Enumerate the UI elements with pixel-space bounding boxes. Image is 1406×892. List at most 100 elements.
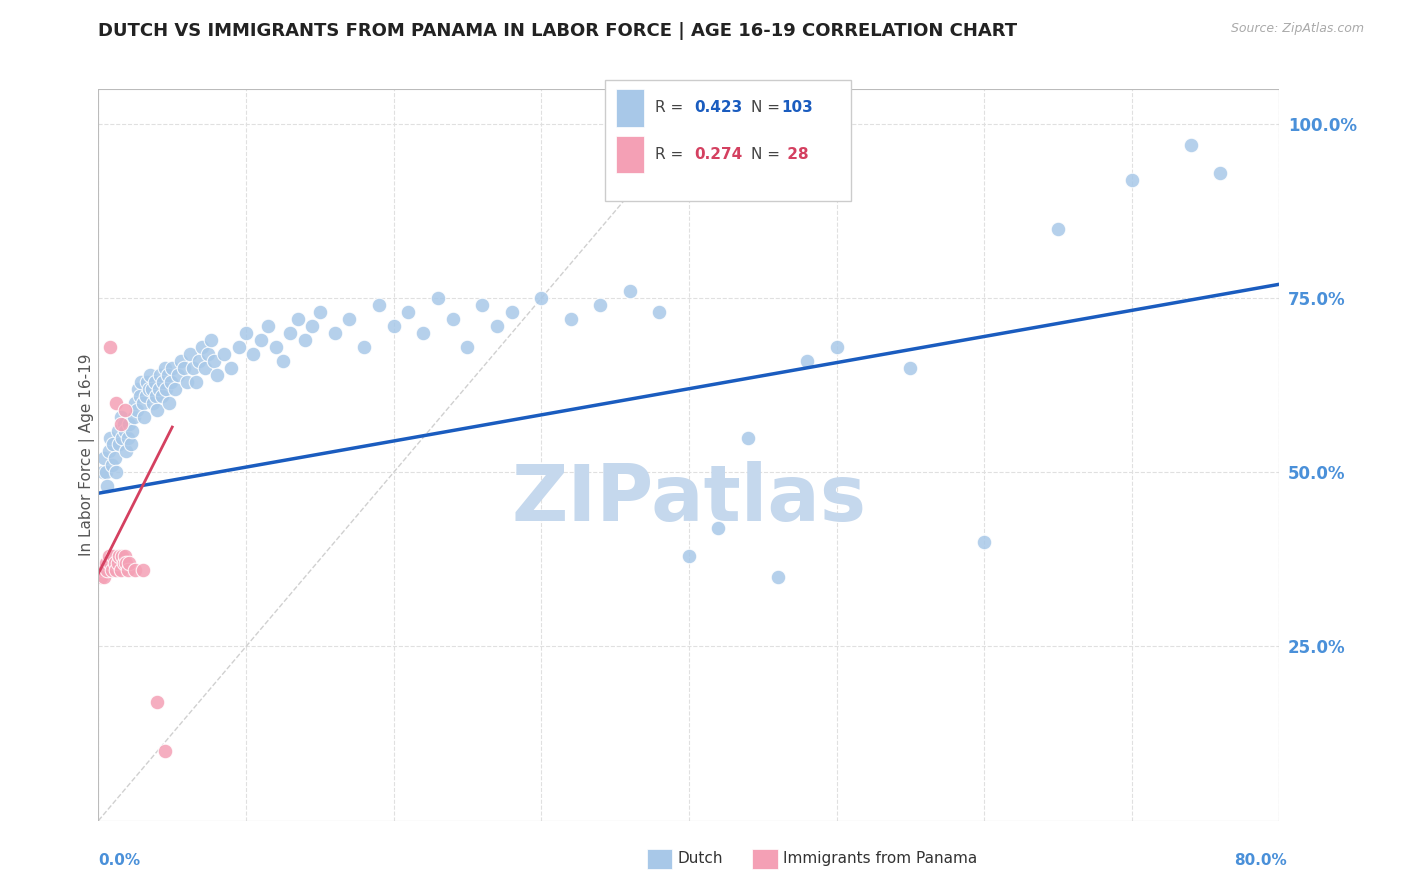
Point (143, 375, 166, 389)
Text: 0.0%: 0.0% (98, 854, 141, 868)
Point (257, 319, 280, 334)
Point (134, 409, 156, 424)
Point (100, 563, 122, 577)
Point (98, 340, 121, 354)
Point (105, 466, 128, 480)
Point (145, 389, 167, 403)
Point (117, 430, 139, 444)
Point (121, 424, 143, 438)
Point (235, 326, 257, 340)
Point (796, 354, 818, 368)
Point (200, 333, 222, 347)
Point (167, 368, 190, 382)
Point (108, 437, 131, 451)
Point (156, 368, 179, 382)
Point (197, 347, 219, 361)
Text: 0.274: 0.274 (695, 147, 742, 161)
Point (138, 382, 160, 396)
Point (127, 382, 149, 396)
Point (153, 360, 176, 375)
Point (456, 340, 478, 354)
Point (146, 402, 169, 417)
Point (157, 395, 180, 409)
Point (105, 395, 128, 409)
Text: DUTCH VS IMMIGRANTS FROM PANAMA IN LABOR FORCE | AGE 16-19 CORRELATION CHART: DUTCH VS IMMIGRANTS FROM PANAMA IN LABOR… (98, 22, 1018, 40)
Point (136, 375, 159, 389)
Point (159, 375, 181, 389)
Point (149, 368, 172, 382)
Point (94, 556, 117, 570)
Point (141, 382, 163, 396)
Point (125, 402, 148, 417)
Point (162, 360, 183, 375)
Point (120, 437, 142, 451)
Text: 103: 103 (782, 101, 814, 115)
Point (501, 305, 523, 319)
Point (107, 556, 129, 570)
Point (90, 570, 112, 584)
Point (128, 389, 150, 403)
Point (93, 451, 115, 466)
Point (1046, 221, 1069, 235)
Text: R =: R = (655, 147, 689, 161)
Point (100, 458, 122, 473)
Point (184, 375, 207, 389)
Point (110, 563, 132, 577)
Point (242, 347, 264, 361)
Point (152, 375, 174, 389)
Point (1121, 173, 1143, 187)
Point (105, 563, 128, 577)
Point (150, 389, 173, 403)
Text: N =: N = (751, 101, 785, 115)
Text: N =: N = (751, 147, 785, 161)
Point (104, 451, 127, 466)
Point (114, 402, 136, 417)
Point (441, 312, 464, 326)
Point (110, 417, 132, 431)
Point (91, 466, 114, 480)
Point (191, 340, 214, 354)
Text: 28: 28 (782, 147, 808, 161)
Point (93, 570, 115, 584)
Point (181, 360, 204, 375)
Point (148, 382, 170, 396)
Point (97, 549, 120, 563)
Point (104, 556, 127, 570)
Point (973, 535, 995, 549)
Point (339, 312, 360, 326)
Text: 80.0%: 80.0% (1233, 854, 1286, 868)
Point (110, 409, 132, 424)
Point (271, 354, 294, 368)
Point (678, 549, 700, 563)
Point (103, 437, 125, 451)
Point (648, 305, 671, 319)
Point (118, 556, 141, 570)
Point (103, 549, 125, 563)
Point (825, 340, 848, 354)
Point (111, 430, 134, 444)
Point (112, 417, 135, 431)
Point (112, 556, 135, 570)
Point (1180, 137, 1202, 152)
Point (107, 424, 129, 438)
Point (114, 549, 136, 563)
Point (368, 298, 391, 312)
Point (179, 347, 201, 361)
Point (707, 521, 730, 535)
Text: ZIPatlas: ZIPatlas (512, 461, 866, 537)
Point (202, 354, 225, 368)
Point (98, 430, 121, 444)
Point (117, 563, 139, 577)
Point (309, 305, 332, 319)
Point (264, 340, 287, 354)
Y-axis label: In Labor Force | Age 16-19: In Labor Force | Age 16-19 (79, 353, 96, 557)
Point (323, 326, 346, 340)
Point (301, 319, 323, 334)
Point (294, 333, 316, 347)
Point (412, 326, 434, 340)
Point (98, 556, 121, 570)
Point (96, 563, 118, 577)
Point (129, 375, 152, 389)
Point (173, 360, 195, 375)
Point (170, 354, 193, 368)
